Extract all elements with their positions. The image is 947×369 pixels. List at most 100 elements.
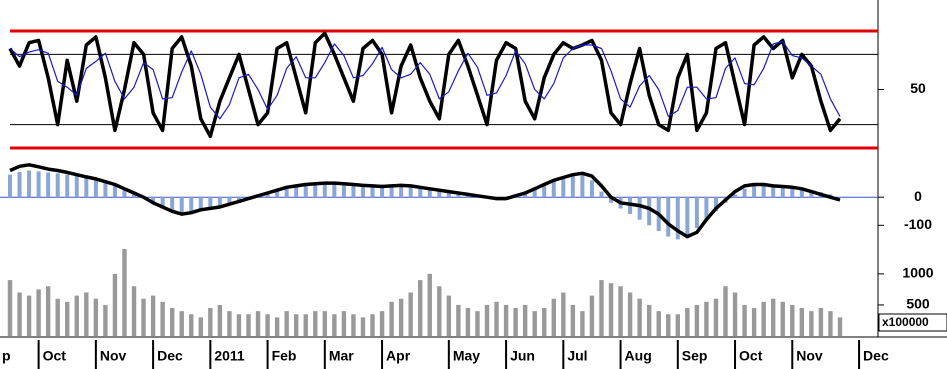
- histogram-bar: [198, 197, 203, 209]
- histogram-bar: [532, 187, 537, 198]
- x-tick-label: Feb: [272, 348, 297, 364]
- series-line: [9, 40, 841, 120]
- x-tick-label: Nov: [100, 348, 127, 364]
- histogram-bar: [408, 184, 413, 198]
- volume-bar: [217, 304, 223, 336]
- y-tick-label: 500: [906, 296, 930, 312]
- volume-bar: [150, 295, 156, 336]
- volume-bar: [484, 304, 490, 336]
- volume-bar: [379, 311, 385, 336]
- volume-bar: [303, 314, 308, 336]
- volume-bar: [55, 298, 60, 336]
- volume-bar: [322, 311, 328, 336]
- volume-bar: [837, 317, 843, 336]
- histogram-bar: [27, 170, 32, 198]
- volume-bar: [780, 301, 785, 336]
- volume-bar: [274, 317, 280, 336]
- histogram-bar: [93, 179, 98, 198]
- histogram-bar: [427, 187, 432, 198]
- y-tick-label: -100: [904, 216, 932, 232]
- volume-bar: [169, 308, 175, 336]
- y-tick-label: 1000: [902, 265, 933, 281]
- histogram-bar: [217, 197, 222, 206]
- histogram-bar: [418, 185, 423, 198]
- volume-bar: [370, 314, 375, 336]
- volume-bar: [427, 273, 432, 336]
- volume-bar: [265, 314, 270, 336]
- histogram-bar: [122, 190, 127, 198]
- volume-bar: [446, 295, 452, 336]
- histogram-bar: [742, 188, 747, 198]
- volume-bar: [761, 301, 766, 336]
- volume-bar: [666, 314, 671, 336]
- volume-bar: [131, 286, 137, 336]
- histogram-bar: [389, 184, 394, 198]
- volume-bar: [589, 295, 595, 336]
- volume-bar: [26, 295, 32, 336]
- histogram-bar: [370, 184, 375, 198]
- histogram-bar: [780, 186, 785, 198]
- x-tick-label: Oct: [43, 348, 67, 364]
- histogram-bar: [160, 197, 165, 209]
- histogram-bar: [74, 176, 79, 198]
- histogram-bar: [733, 194, 738, 198]
- histogram-bar: [65, 174, 70, 198]
- histogram-bar: [446, 190, 451, 198]
- volume-bar: [160, 301, 165, 336]
- volume-bar: [112, 273, 118, 336]
- histogram-bar: [752, 185, 757, 198]
- volume-bar: [675, 314, 680, 336]
- volume-bar: [704, 301, 709, 336]
- volume-bar: [74, 295, 79, 336]
- volume-bar: [84, 292, 89, 336]
- histogram-bar: [589, 180, 594, 198]
- histogram-bar: [809, 190, 814, 198]
- volume-bar: [255, 311, 261, 336]
- volume-bar: [627, 292, 633, 336]
- histogram-bar: [151, 197, 156, 205]
- histogram-bar: [112, 185, 117, 198]
- histogram-bar: [580, 174, 585, 198]
- volume-bar: [65, 301, 70, 336]
- volume-bar: [742, 304, 747, 336]
- volume-bar: [246, 314, 251, 336]
- histogram-bar: [694, 197, 699, 229]
- histogram-bar: [236, 197, 241, 200]
- volume-bar: [179, 311, 184, 336]
- volume-bar: [580, 311, 585, 336]
- x-tick-label: Dec: [157, 348, 183, 364]
- volume-bar: [618, 286, 623, 336]
- volume-bar: [828, 311, 833, 336]
- y-tick-label: 0: [914, 188, 922, 204]
- volume-bar: [685, 308, 690, 336]
- volume-bar: [17, 292, 22, 336]
- histogram-bar: [685, 197, 690, 237]
- volume-bar: [494, 301, 499, 336]
- volume-bar: [284, 311, 289, 336]
- volume-bar: [465, 308, 471, 336]
- volume-bar: [599, 280, 604, 336]
- volume-bar: [122, 249, 127, 336]
- histogram-bar: [704, 197, 709, 220]
- volume-bar: [208, 308, 213, 336]
- histogram-bar: [437, 188, 442, 198]
- histogram-bar: [46, 172, 51, 198]
- histogram-bar: [380, 184, 385, 198]
- histogram-bar: [103, 183, 108, 198]
- histogram-bar: [322, 181, 327, 198]
- histogram-bar: [208, 197, 213, 208]
- volume-bar: [408, 292, 413, 336]
- histogram-bar: [132, 194, 137, 198]
- volume-bar: [227, 311, 232, 336]
- histogram-bar: [360, 183, 365, 198]
- series-line: [8, 31, 842, 139]
- volume-bar: [236, 314, 242, 336]
- histogram-bar: [561, 176, 566, 198]
- volume-bar: [713, 298, 719, 336]
- series-line: [9, 163, 841, 239]
- y-tick-label: 50: [910, 80, 926, 96]
- volume-bar: [532, 311, 537, 336]
- histogram-bar: [666, 197, 671, 237]
- volume-bar: [198, 317, 203, 336]
